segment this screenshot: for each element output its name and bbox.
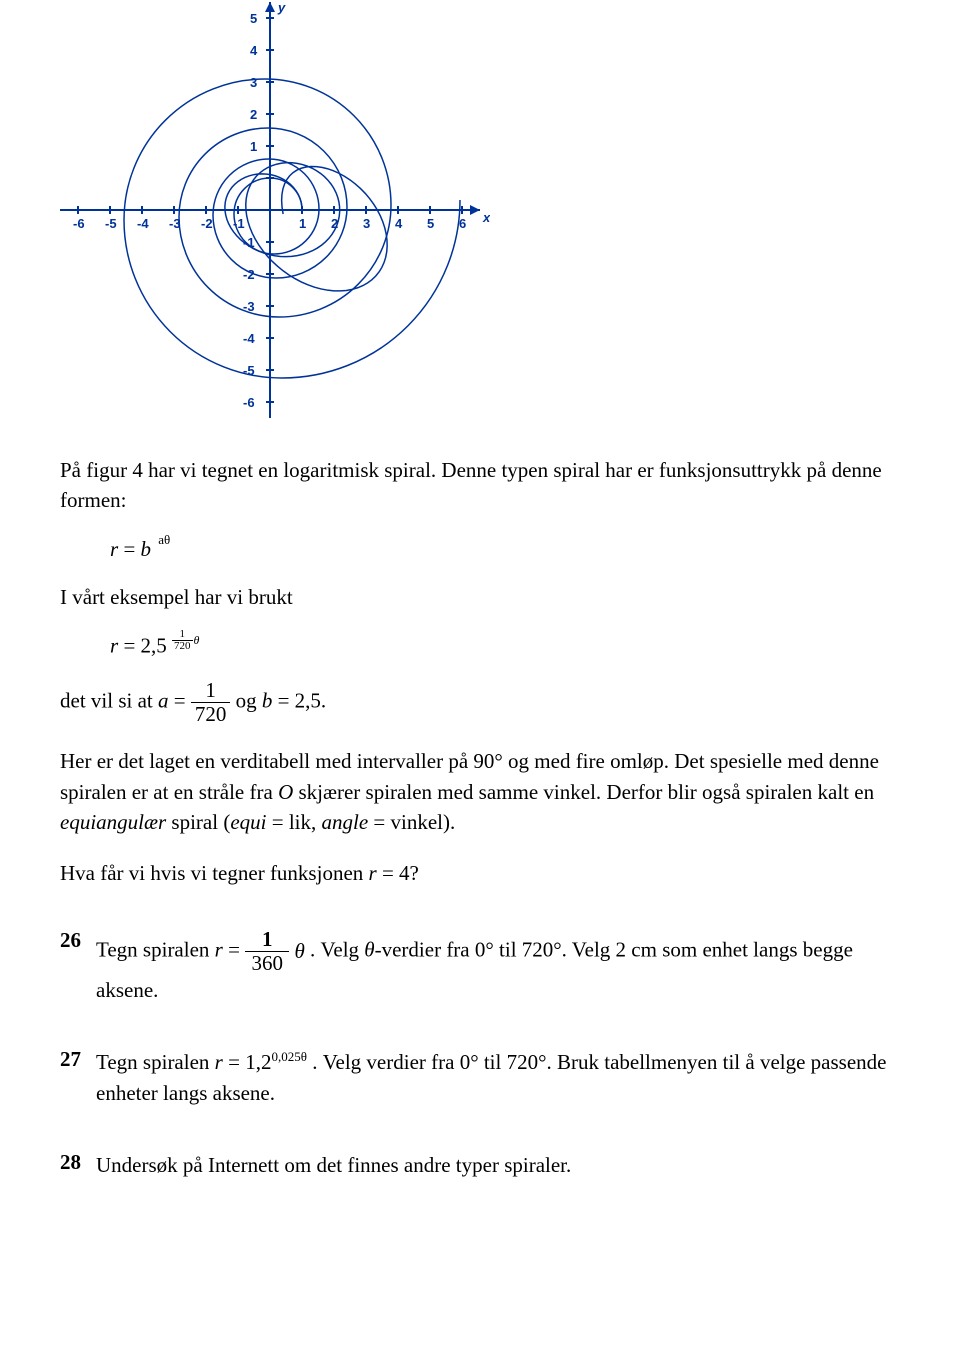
svg-text:-2: -2 bbox=[201, 216, 213, 231]
exercise-27: 27 Tegn spiralen r = 1,20,025θ . Velg ve… bbox=[60, 1047, 900, 1110]
svg-text:3: 3 bbox=[363, 216, 370, 231]
svg-text:4: 4 bbox=[395, 216, 403, 231]
svg-text:1: 1 bbox=[299, 216, 306, 231]
paragraph-intro: På figur 4 har vi tegnet en logaritmisk … bbox=[60, 455, 900, 516]
formula-general: r = b aθ bbox=[110, 536, 900, 562]
svg-text:4: 4 bbox=[250, 43, 258, 58]
svg-text:5: 5 bbox=[250, 11, 257, 26]
svg-text:2: 2 bbox=[250, 107, 257, 122]
exercise-body: Tegn spiralen r = 1,20,025θ . Velg verdi… bbox=[96, 1047, 900, 1110]
exercise-number: 27 bbox=[60, 1047, 96, 1072]
svg-text:5: 5 bbox=[427, 216, 434, 231]
paragraph-example-intro: I vårt eksempel har vi brukt bbox=[60, 582, 900, 612]
paragraph-question: Hva får vi hvis vi tegner funksjonen r =… bbox=[60, 858, 900, 888]
exercise-number: 28 bbox=[60, 1150, 96, 1175]
svg-text:6: 6 bbox=[459, 216, 466, 231]
formula-example: r = 2,5 1 720 θ bbox=[110, 632, 900, 659]
svg-text:x: x bbox=[482, 210, 490, 225]
exercise-number: 26 bbox=[60, 928, 96, 953]
paragraph-explanation: Her er det laget en verditabell med inte… bbox=[60, 746, 900, 837]
svg-text:-6: -6 bbox=[73, 216, 85, 231]
svg-text:-4: -4 bbox=[243, 331, 255, 346]
spiral-figure: -6 -5 -4 -3 -2 -1 1 2 3 4 5 6 bbox=[60, 0, 900, 425]
svg-text:-6: -6 bbox=[243, 395, 255, 410]
exercise-body: Undersøk på Internett om det finnes andr… bbox=[96, 1150, 900, 1182]
exercise-28: 28 Undersøk på Internett om det finnes a… bbox=[60, 1150, 900, 1182]
svg-text:-4: -4 bbox=[137, 216, 149, 231]
paragraph-a-b-values: det vil si at a = 1 720 og b = 2,5. bbox=[60, 679, 900, 726]
svg-text:-5: -5 bbox=[105, 216, 117, 231]
svg-text:3: 3 bbox=[250, 75, 257, 90]
svg-text:y: y bbox=[277, 0, 286, 15]
exercise-26: 26 Tegn spiralen r = 1 360 θ . Velg θ-ve… bbox=[60, 928, 900, 1007]
exercise-body: Tegn spiralen r = 1 360 θ . Velg θ-verdi… bbox=[96, 928, 900, 1007]
svg-text:1: 1 bbox=[250, 139, 257, 154]
